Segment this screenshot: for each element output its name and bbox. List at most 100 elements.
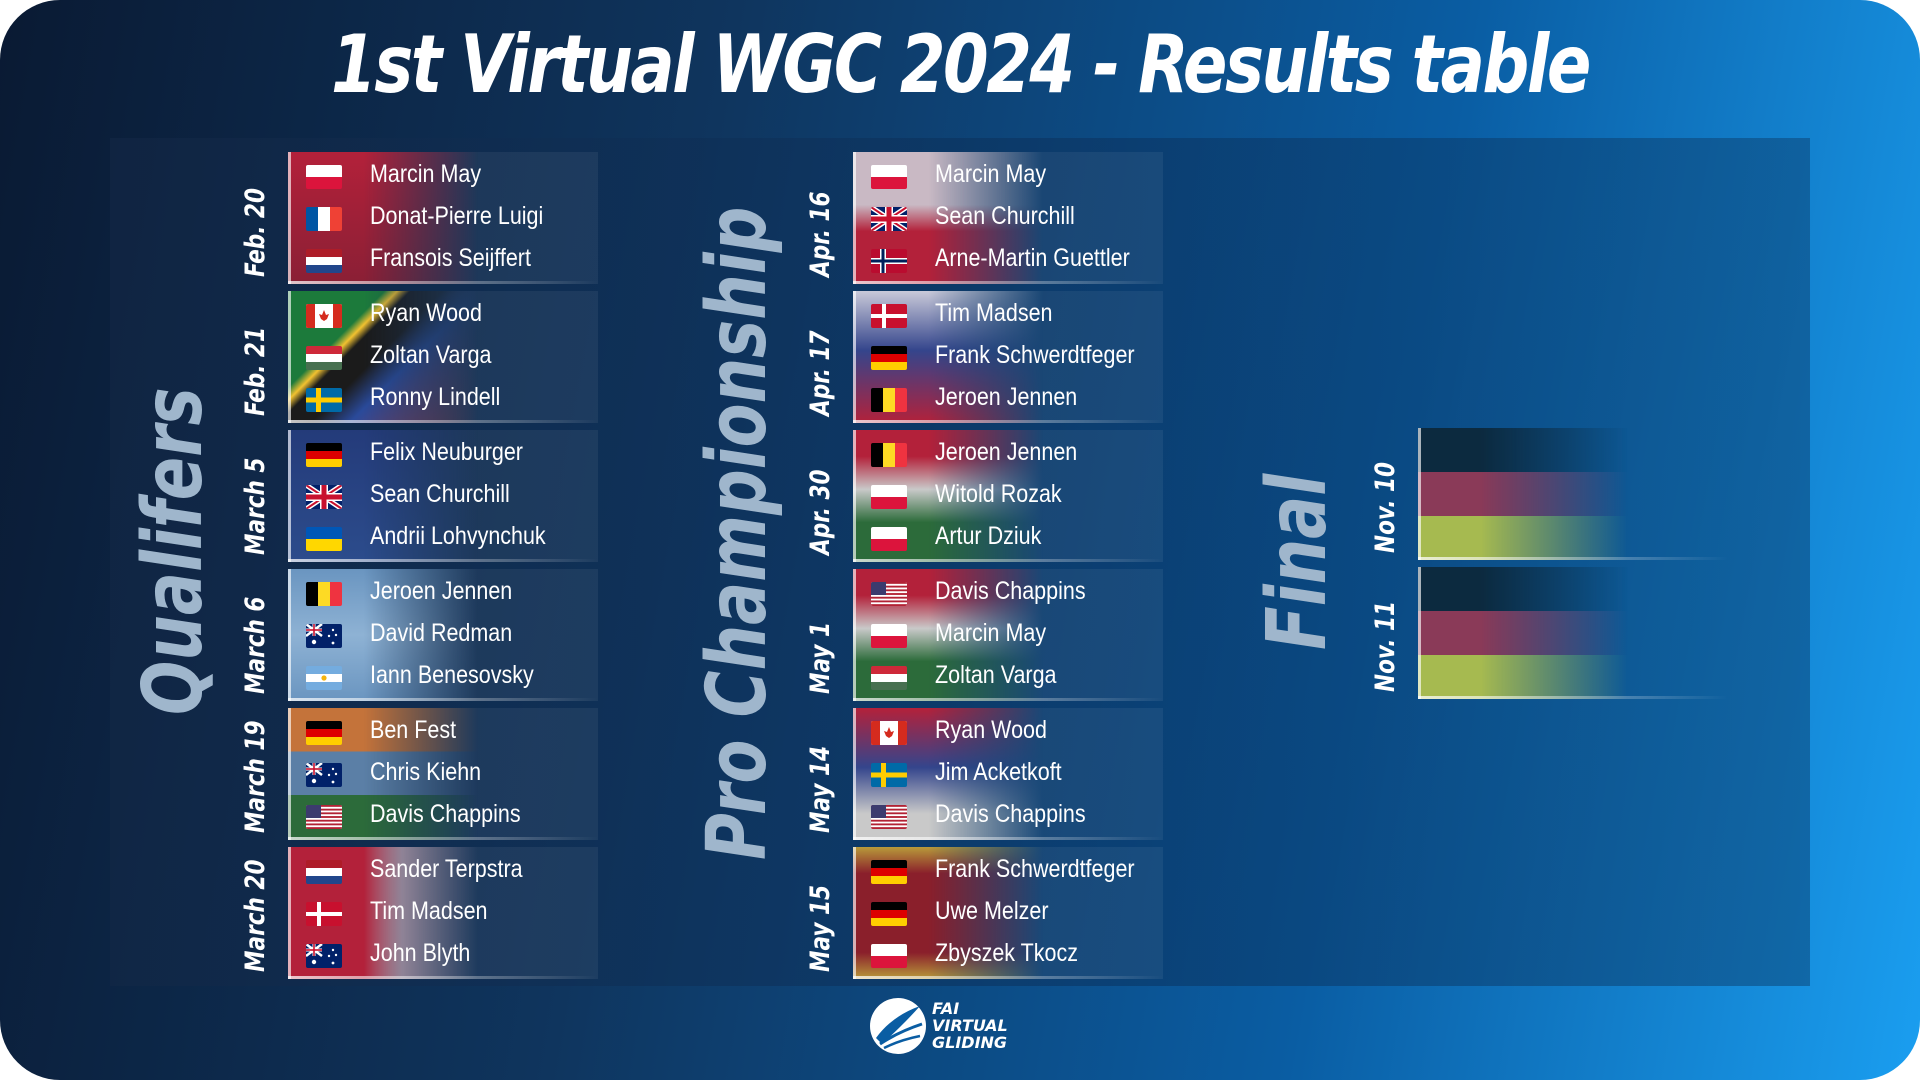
card-edge bbox=[853, 430, 856, 562]
australia-flag-icon bbox=[306, 763, 342, 787]
round-card: Davis Chappins Marcin May Zoltan Varga bbox=[853, 569, 1163, 701]
player-row: Tim Madsen bbox=[288, 893, 598, 935]
round-date: Apr. 16 bbox=[805, 191, 836, 277]
player-row: Ryan Wood bbox=[288, 295, 598, 337]
netherlands-flag-icon bbox=[306, 860, 342, 884]
round-card: Ben Fest Chris Kiehn Davis Chappins bbox=[288, 708, 598, 840]
uk-flag-icon bbox=[871, 207, 907, 231]
player-name: Jim Acketkoft bbox=[935, 758, 1062, 786]
round-date: March 20 bbox=[240, 859, 271, 972]
australia-flag-icon bbox=[306, 944, 342, 968]
player-name: Sean Churchill bbox=[370, 480, 510, 508]
card-underline bbox=[288, 281, 598, 284]
round-date: May 15 bbox=[805, 884, 836, 972]
player-name: Jeroen Jennen bbox=[370, 577, 513, 605]
player-row: Donat-Pierre Luigi bbox=[288, 198, 598, 240]
player-name: Tim Madsen bbox=[370, 897, 488, 925]
australia-flag-icon bbox=[306, 624, 342, 648]
germany-backdrop-stripe bbox=[1418, 567, 1628, 611]
card-edge bbox=[288, 152, 291, 284]
round-date: Apr. 30 bbox=[805, 469, 836, 555]
player-name: Iann Benesovsky bbox=[370, 661, 534, 689]
player-name: Davis Chappins bbox=[370, 800, 521, 828]
player-name: Marcin May bbox=[935, 619, 1047, 647]
player-name: Uwe Melzer bbox=[935, 897, 1049, 925]
card-edge bbox=[288, 708, 291, 840]
player-name: John Blyth bbox=[370, 939, 471, 967]
player-row: Tim Madsen bbox=[853, 295, 1163, 337]
hungary-flag-icon bbox=[306, 346, 342, 370]
logo-line-3: GLIDING bbox=[932, 1033, 1008, 1052]
card-underline bbox=[288, 559, 598, 562]
poland-flag-icon bbox=[871, 944, 907, 968]
qualifiers-section-label: Qualifers bbox=[126, 387, 221, 715]
player-row: Marcin May bbox=[853, 156, 1163, 198]
player-name: Andrii Lohvynchuk bbox=[370, 522, 546, 550]
player-name: Ryan Wood bbox=[935, 716, 1047, 744]
player-name: Davis Chappins bbox=[935, 800, 1086, 828]
player-name: Arne-Martin Guettler bbox=[935, 244, 1130, 272]
player-name: Frank Schwerdtfeger bbox=[935, 341, 1135, 369]
player-name: Ben Fest bbox=[370, 716, 457, 744]
round-date: Nov. 11 bbox=[1370, 600, 1401, 692]
player-row: Jeroen Jennen bbox=[853, 434, 1163, 476]
germany-flag-icon bbox=[871, 860, 907, 884]
player-row: Artur Dziuk bbox=[853, 518, 1163, 560]
hungary-flag-icon bbox=[871, 666, 907, 690]
card-edge bbox=[288, 847, 291, 979]
card-edge bbox=[853, 291, 856, 423]
player-name: Davis Chappins bbox=[935, 577, 1086, 605]
card-underline bbox=[853, 837, 1163, 840]
card-underline bbox=[288, 420, 598, 423]
player-row: Fransois Seijffert bbox=[288, 240, 598, 282]
player-row: Iann Benesovsky bbox=[288, 657, 598, 699]
round-date: Nov. 10 bbox=[1370, 461, 1401, 553]
round-date: Apr. 17 bbox=[805, 330, 836, 416]
germany-flag-icon bbox=[871, 902, 907, 926]
round-card: Sander Terpstra Tim Madsen John Blyth bbox=[288, 847, 598, 979]
round-card: Marcin May Sean Churchill Arne-Martin Guet… bbox=[853, 152, 1163, 284]
round-card: Ryan Wood Zoltan Varga Ronny Lindell bbox=[288, 291, 598, 423]
germany-backdrop-stripe bbox=[1418, 472, 1628, 516]
card-edge bbox=[853, 152, 856, 284]
poland-flag-icon bbox=[871, 624, 907, 648]
pro-section-label: Pro Championship bbox=[690, 206, 785, 860]
player-name: Marcin May bbox=[935, 160, 1047, 188]
belgium-flag-icon bbox=[306, 582, 342, 606]
card-underline bbox=[288, 698, 598, 701]
argentina-flag-icon bbox=[306, 666, 342, 690]
player-name: Marcin May bbox=[370, 160, 482, 188]
card-edge bbox=[288, 430, 291, 562]
player-row: Ben Fest bbox=[288, 712, 598, 754]
logo-line-1: FAI bbox=[932, 999, 960, 1018]
sweden-flag-icon bbox=[871, 763, 907, 787]
final-round-card bbox=[1418, 428, 1728, 560]
round-date: March 6 bbox=[240, 596, 271, 694]
player-name: Witold Rozak bbox=[935, 480, 1062, 508]
poland-flag-icon bbox=[306, 165, 342, 189]
belgium-flag-icon bbox=[871, 388, 907, 412]
player-row: Uwe Melzer bbox=[853, 893, 1163, 935]
logo-text: FAI VIRTUAL GLIDING bbox=[932, 1000, 1008, 1051]
player-name: Tim Madsen bbox=[935, 299, 1053, 327]
player-row: Jeroen Jennen bbox=[288, 573, 598, 615]
poland-flag-icon bbox=[871, 527, 907, 551]
player-name: Zoltan Varga bbox=[370, 341, 492, 369]
card-underline bbox=[288, 976, 598, 979]
player-row: Zoltan Varga bbox=[853, 657, 1163, 699]
belgium-flag-icon bbox=[871, 443, 907, 467]
poland-flag-icon bbox=[871, 165, 907, 189]
germany-flag-icon bbox=[306, 721, 342, 745]
player-row: Davis Chappins bbox=[288, 796, 598, 838]
player-row: Sean Churchill bbox=[288, 476, 598, 518]
round-date: Feb. 20 bbox=[240, 188, 271, 277]
norway-flag-icon bbox=[871, 249, 907, 273]
card-edge bbox=[1418, 567, 1421, 699]
player-name: Chris Kiehn bbox=[370, 758, 482, 786]
player-name: Artur Dziuk bbox=[935, 522, 1042, 550]
round-date: May 14 bbox=[805, 745, 836, 833]
player-row: Arne-Martin Guettler bbox=[853, 240, 1163, 282]
player-name: Frank Schwerdtfeger bbox=[935, 855, 1135, 883]
canada-flag-icon bbox=[306, 304, 342, 328]
denmark-flag-icon bbox=[871, 304, 907, 328]
